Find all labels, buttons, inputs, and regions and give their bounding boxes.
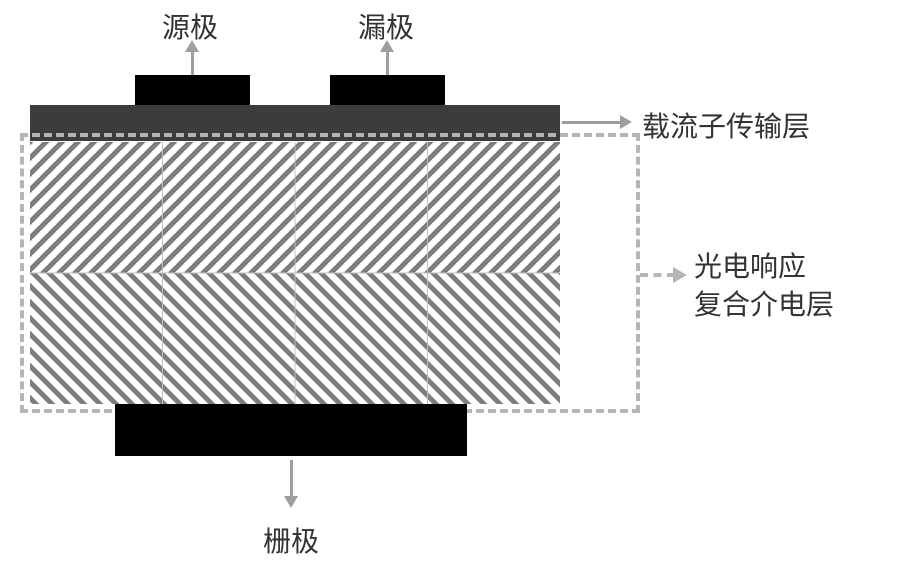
gate-electrode xyxy=(115,404,467,456)
arrow-carrier-head xyxy=(620,115,632,129)
label-carrier-layer: 载流子传输层 xyxy=(642,105,810,145)
label-photo-layer: 光电响应 复合介电层 xyxy=(694,248,834,324)
dashed-arrow-shaft xyxy=(640,273,675,277)
arrow-gate-head xyxy=(284,496,298,508)
source-electrode xyxy=(135,75,250,105)
arrow-gate-shaft xyxy=(290,460,293,498)
label-photo-line2: 复合介电层 xyxy=(694,286,834,324)
dashed-arrow-head xyxy=(673,267,687,283)
diagram-canvas: 源极 漏极 载流子传输层 xyxy=(0,0,897,580)
arrow-drain-shaft xyxy=(386,52,389,76)
arrow-source-shaft xyxy=(191,52,194,76)
arrow-drain-head xyxy=(380,40,394,52)
label-gate: 栅极 xyxy=(263,520,319,560)
dashed-top xyxy=(20,133,640,137)
dashed-left xyxy=(20,133,24,413)
arrow-source-head xyxy=(185,40,199,52)
drain-electrode xyxy=(330,75,445,105)
label-photo-line1: 光电响应 xyxy=(694,248,834,286)
dielectric-layer xyxy=(30,142,560,404)
arrow-carrier-shaft xyxy=(562,121,622,124)
